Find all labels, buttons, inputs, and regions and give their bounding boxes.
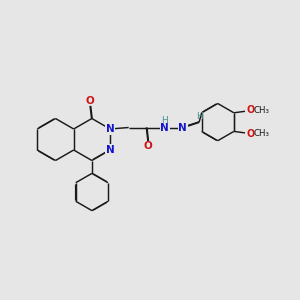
Text: CH₃: CH₃	[254, 129, 270, 138]
Text: O: O	[246, 105, 254, 116]
Text: CH₃: CH₃	[254, 106, 270, 115]
Text: O: O	[246, 129, 254, 139]
Text: O: O	[144, 141, 152, 151]
Text: N: N	[160, 122, 169, 133]
Text: N: N	[106, 145, 114, 155]
Text: N: N	[106, 124, 114, 134]
Text: H: H	[196, 112, 202, 121]
Text: N: N	[178, 122, 187, 133]
Text: O: O	[86, 96, 95, 106]
Text: H: H	[161, 116, 168, 125]
